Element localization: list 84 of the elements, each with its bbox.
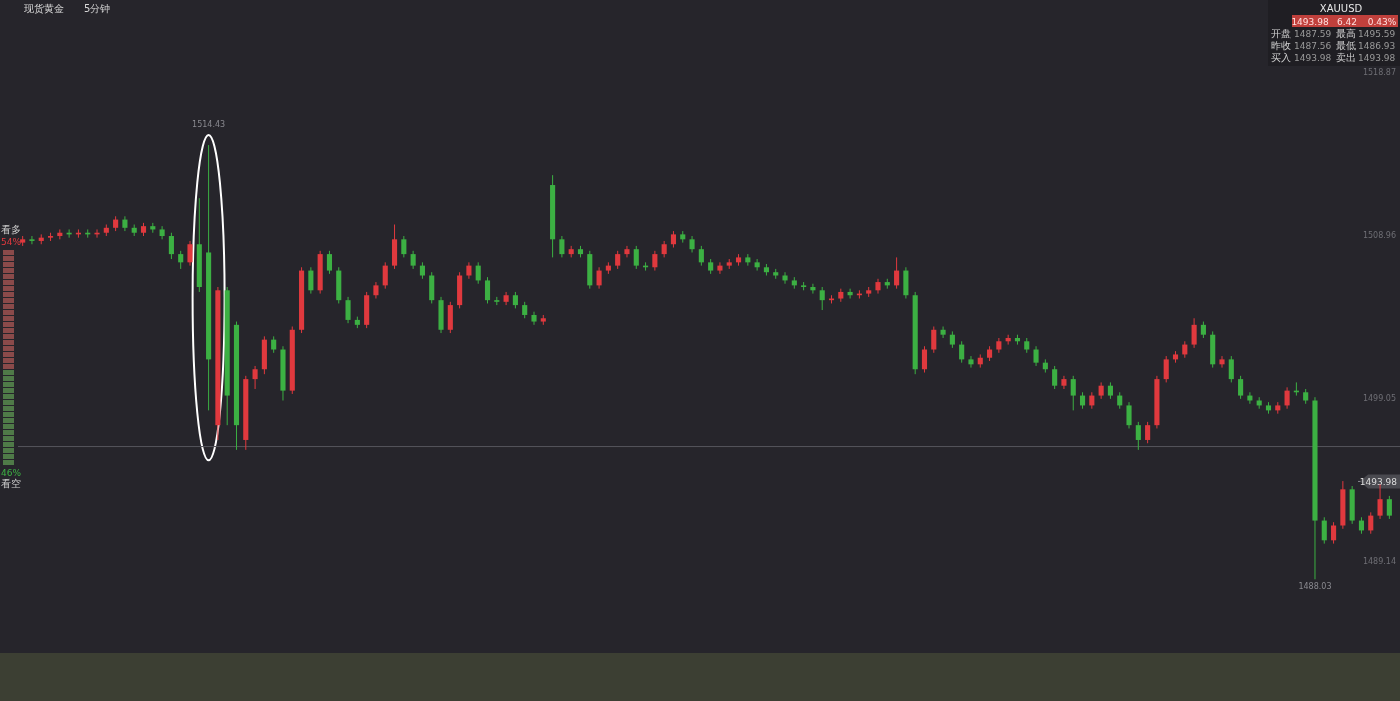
annotation: 1495.59 [1358, 29, 1396, 39]
chart-subtitle: 5分钟 [84, 3, 111, 14]
candlestick [1033, 345, 1039, 367]
candlestick [1052, 365, 1058, 390]
candlestick [1191, 317, 1197, 349]
candlestick [931, 325, 937, 354]
candlestick [819, 286, 825, 311]
candlestick [122, 215, 128, 232]
candlestick [345, 296, 351, 324]
annotation: 开盘 [1271, 28, 1291, 39]
candlestick [252, 365, 258, 390]
annotation: 买入 [1271, 52, 1291, 63]
y-tick-label: 1508.96 [1362, 231, 1396, 241]
annotation: 卖出 [1336, 52, 1356, 63]
candlestick [894, 256, 900, 290]
candlestick [875, 278, 881, 295]
annotation: 1487.59 [1294, 29, 1332, 39]
annotation: XAUUSD [1319, 3, 1363, 14]
annotation: 看空 [1, 478, 21, 489]
annotation: 6.42 [1336, 17, 1358, 27]
annotation: 54% [1, 237, 22, 247]
candlestick [484, 276, 491, 304]
candlestick [698, 245, 704, 267]
candlestick [308, 266, 314, 295]
annotation: 1487.56 [1294, 41, 1332, 51]
candlestick [503, 291, 509, 306]
candlestick [187, 240, 193, 267]
candlestick [624, 245, 630, 258]
annotation: 1493.98 [1291, 17, 1329, 27]
annotation: 看多 [1, 224, 21, 235]
candlestick [1070, 375, 1076, 411]
candlestick [1135, 421, 1141, 451]
candlestick [410, 250, 416, 270]
chart-title: 现货黄金 [24, 3, 64, 14]
candlestick [1126, 401, 1132, 429]
annotation: 1493.98 [1294, 53, 1332, 63]
candlestick [1219, 355, 1225, 369]
candlestick [326, 250, 333, 275]
candlestick [652, 250, 658, 272]
candlestick [1284, 386, 1290, 410]
annotation: 0.43% [1367, 17, 1397, 27]
candlestick [921, 345, 928, 374]
candlestick [1238, 375, 1244, 400]
candlestick [1228, 355, 1234, 383]
candlestick [475, 261, 481, 285]
candlestick [633, 245, 639, 270]
candlestick [29, 235, 35, 245]
candlestick [168, 232, 174, 260]
annotation: 1514.43 [192, 120, 226, 130]
y-tick-label: 1499.05 [1362, 394, 1396, 404]
candlestick [159, 225, 165, 240]
candlestick [615, 250, 621, 270]
candlestick [559, 235, 565, 258]
annotation: 1486.93 [1358, 41, 1396, 51]
ref-line-label: 1493.98 [1359, 476, 1398, 487]
annotation: 最低 [1336, 40, 1356, 51]
candlestick [1321, 516, 1327, 545]
y-tick-label: 1489.14 [1362, 557, 1396, 567]
candlestick [1061, 375, 1067, 390]
candlestick [1368, 511, 1374, 535]
candlestick [782, 271, 788, 285]
candlestick [1331, 521, 1337, 545]
y-tick-label: 1518.87 [1362, 68, 1396, 78]
candlestick [940, 325, 946, 339]
candlestick [1247, 391, 1253, 405]
candlestick [178, 250, 184, 270]
candlestick [596, 266, 602, 290]
candlestick [1386, 495, 1392, 520]
annotation: 1493.98 [1358, 53, 1396, 63]
candlestick [531, 311, 537, 326]
candlestick [959, 340, 965, 364]
candlestick [717, 261, 723, 275]
candlestick [382, 261, 388, 290]
candlestick [1163, 355, 1169, 383]
annotation: 最高 [1336, 28, 1356, 39]
annotation: 46% [1, 468, 22, 478]
candlestick [754, 258, 760, 272]
annotation: 1488.03 [1298, 582, 1332, 592]
candlestick [1377, 483, 1383, 520]
annotation: 昨收 [1271, 40, 1291, 51]
candlestick [968, 355, 974, 369]
candlestick [466, 261, 472, 280]
candlestick [401, 235, 407, 258]
candlestick [1145, 421, 1151, 444]
